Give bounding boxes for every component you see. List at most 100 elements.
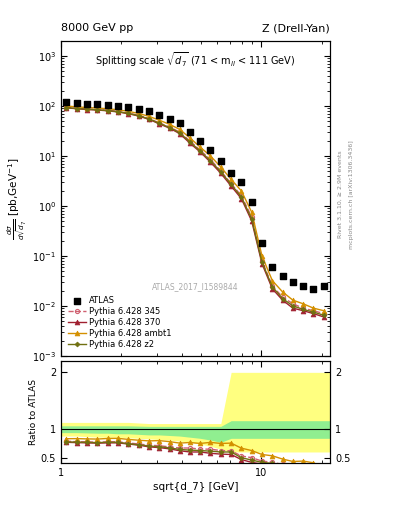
Pythia 6.428 ambt1 <box>260 253 264 259</box>
Pythia 6.428 z2 <box>177 130 182 136</box>
Pythia 6.428 345 <box>116 109 120 115</box>
Pythia 6.428 370 <box>208 159 213 165</box>
ATLAS <box>208 146 214 154</box>
Pythia 6.428 z2 <box>208 158 213 164</box>
Pythia 6.428 ambt1 <box>249 209 254 215</box>
Pythia 6.428 345 <box>280 294 285 300</box>
Pythia 6.428 370 <box>116 109 120 115</box>
ATLAS <box>94 100 101 108</box>
Pythia 6.428 ambt1 <box>280 289 285 295</box>
Pythia 6.428 z2 <box>198 148 202 154</box>
Pythia 6.428 370 <box>239 196 244 202</box>
Pythia 6.428 z2 <box>270 284 275 290</box>
Pythia 6.428 ambt1 <box>157 117 162 123</box>
ATLAS <box>176 119 183 127</box>
Pythia 6.428 345 <box>177 129 182 135</box>
Pythia 6.428 370 <box>177 131 182 137</box>
ATLAS <box>238 178 244 186</box>
ATLAS <box>300 282 306 290</box>
Pythia 6.428 ambt1 <box>64 103 68 109</box>
Pythia 6.428 z2 <box>311 309 316 315</box>
ATLAS <box>259 239 265 247</box>
Pythia 6.428 370 <box>321 314 326 320</box>
ATLAS <box>136 104 142 113</box>
Pythia 6.428 z2 <box>64 104 68 111</box>
Pythia 6.428 370 <box>105 108 110 114</box>
Line: Pythia 6.428 345: Pythia 6.428 345 <box>64 105 326 316</box>
ATLAS <box>269 263 275 271</box>
ATLAS <box>115 102 121 110</box>
Pythia 6.428 370 <box>290 305 295 311</box>
Pythia 6.428 z2 <box>85 106 90 112</box>
Pythia 6.428 ambt1 <box>187 135 192 141</box>
Pythia 6.428 ambt1 <box>147 113 151 119</box>
Line: Pythia 6.428 z2: Pythia 6.428 z2 <box>64 106 325 317</box>
Pythia 6.428 z2 <box>239 194 244 200</box>
Pythia 6.428 z2 <box>321 312 326 318</box>
Pythia 6.428 370 <box>167 125 172 131</box>
Pythia 6.428 370 <box>301 308 305 314</box>
ATLAS <box>146 108 152 116</box>
Pythia 6.428 345 <box>239 193 244 199</box>
Pythia 6.428 345 <box>208 156 213 162</box>
Pythia 6.428 ambt1 <box>198 144 202 150</box>
Pythia 6.428 370 <box>157 121 162 127</box>
Pythia 6.428 345 <box>147 116 151 122</box>
ATLAS <box>290 278 296 286</box>
ATLAS <box>197 137 203 145</box>
Pythia 6.428 345 <box>249 214 254 220</box>
Pythia 6.428 ambt1 <box>74 104 79 110</box>
Pythia 6.428 ambt1 <box>321 308 326 314</box>
Y-axis label: $\frac{d\sigma}{d\sqrt{d_7}}$ [pb,GeV$^{-1}$]: $\frac{d\sigma}{d\sqrt{d_7}}$ [pb,GeV$^{… <box>6 157 29 240</box>
Pythia 6.428 370 <box>270 286 275 292</box>
Pythia 6.428 ambt1 <box>85 104 90 111</box>
ATLAS <box>218 157 224 165</box>
Legend: ATLAS, Pythia 6.428 345, Pythia 6.428 370, Pythia 6.428 ambt1, Pythia 6.428 z2: ATLAS, Pythia 6.428 345, Pythia 6.428 37… <box>65 293 174 352</box>
ATLAS <box>84 99 90 108</box>
Pythia 6.428 370 <box>229 183 233 189</box>
Pythia 6.428 ambt1 <box>311 305 316 311</box>
Pythia 6.428 ambt1 <box>270 278 275 284</box>
Pythia 6.428 ambt1 <box>290 297 295 303</box>
ATLAS <box>63 98 69 106</box>
Pythia 6.428 ambt1 <box>167 121 172 127</box>
Pythia 6.428 ambt1 <box>95 105 100 111</box>
ATLAS <box>248 198 255 206</box>
Pythia 6.428 370 <box>126 111 131 117</box>
Pythia 6.428 z2 <box>229 181 233 187</box>
Pythia 6.428 z2 <box>147 116 151 122</box>
Pythia 6.428 ambt1 <box>105 105 110 112</box>
Pythia 6.428 370 <box>280 297 285 303</box>
Pythia 6.428 z2 <box>260 259 264 265</box>
ATLAS <box>321 282 327 290</box>
Pythia 6.428 ambt1 <box>219 164 223 170</box>
Pythia 6.428 z2 <box>126 111 131 117</box>
Pythia 6.428 345 <box>64 104 68 110</box>
Pythia 6.428 345 <box>105 107 110 113</box>
Pythia 6.428 370 <box>311 311 316 317</box>
Pythia 6.428 ambt1 <box>116 106 120 113</box>
Pythia 6.428 z2 <box>301 306 305 312</box>
Pythia 6.428 345 <box>301 305 305 311</box>
Pythia 6.428 345 <box>219 168 223 174</box>
X-axis label: sqrt{d_7} [GeV]: sqrt{d_7} [GeV] <box>153 481 238 492</box>
Pythia 6.428 z2 <box>116 109 120 115</box>
Pythia 6.428 ambt1 <box>239 188 244 194</box>
Pythia 6.428 345 <box>167 124 172 130</box>
Pythia 6.428 370 <box>260 261 264 267</box>
Pythia 6.428 ambt1 <box>126 109 131 115</box>
Pythia 6.428 ambt1 <box>177 126 182 133</box>
Pythia 6.428 345 <box>229 181 233 187</box>
Pythia 6.428 370 <box>249 218 254 224</box>
Pythia 6.428 ambt1 <box>229 176 233 182</box>
Pythia 6.428 345 <box>198 147 202 153</box>
Pythia 6.428 z2 <box>187 139 192 145</box>
Text: Rivet 3.1.10, ≥ 2.9M events: Rivet 3.1.10, ≥ 2.9M events <box>338 151 342 239</box>
Pythia 6.428 345 <box>157 120 162 126</box>
Pythia 6.428 ambt1 <box>208 153 213 159</box>
Pythia 6.428 370 <box>64 105 68 111</box>
Line: Pythia 6.428 ambt1: Pythia 6.428 ambt1 <box>64 103 326 313</box>
Pythia 6.428 z2 <box>74 105 79 112</box>
Pythia 6.428 345 <box>85 106 90 112</box>
ATLAS <box>166 115 173 123</box>
